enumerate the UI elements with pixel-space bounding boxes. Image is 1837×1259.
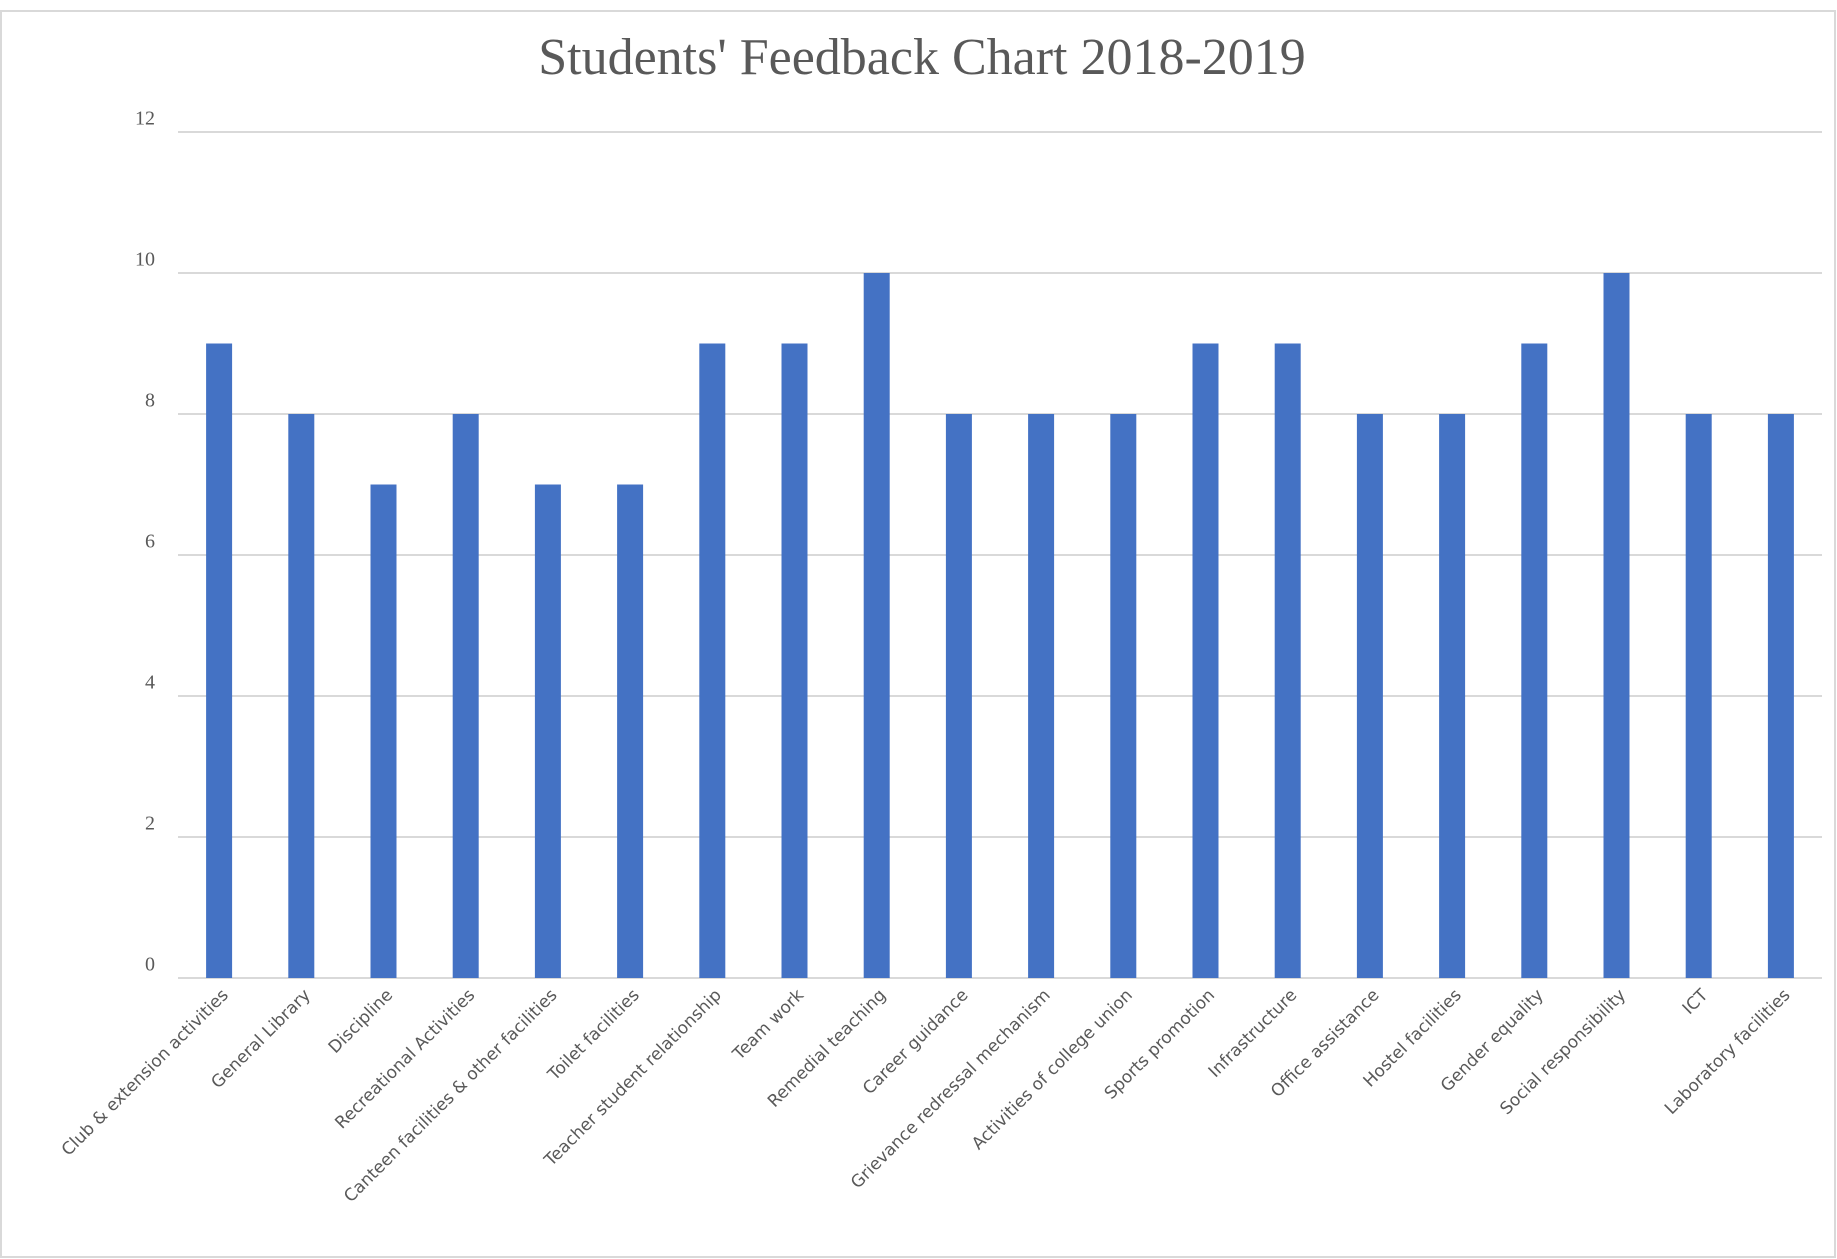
bar bbox=[1356, 414, 1383, 978]
y-tick-label: 0 bbox=[145, 954, 155, 976]
y-tick-label: 12 bbox=[135, 108, 155, 130]
y-tick-label: 2 bbox=[145, 813, 155, 835]
bar bbox=[1110, 414, 1137, 978]
bar bbox=[1521, 343, 1548, 978]
bar bbox=[1028, 414, 1055, 978]
bar bbox=[863, 273, 890, 978]
bar bbox=[617, 484, 644, 978]
y-tick-label: 6 bbox=[145, 531, 155, 553]
bar bbox=[781, 343, 808, 978]
chart-frame bbox=[0, 10, 1836, 1258]
bar bbox=[699, 343, 726, 978]
bar bbox=[1439, 414, 1466, 978]
bar bbox=[370, 484, 397, 978]
bar bbox=[534, 484, 561, 978]
bar bbox=[1274, 343, 1301, 978]
bar bbox=[452, 414, 479, 978]
bar bbox=[288, 414, 315, 978]
bar bbox=[1192, 343, 1219, 978]
bar bbox=[1767, 414, 1794, 978]
y-tick-label: 4 bbox=[145, 672, 155, 694]
y-tick-label: 10 bbox=[135, 249, 155, 271]
bar bbox=[1603, 273, 1630, 978]
bar bbox=[1685, 414, 1712, 978]
y-tick-label: 8 bbox=[145, 390, 155, 412]
chart-title: Students' Feedback Chart 2018-2019 bbox=[538, 29, 1306, 86]
bar bbox=[206, 343, 233, 978]
bar bbox=[945, 414, 972, 978]
